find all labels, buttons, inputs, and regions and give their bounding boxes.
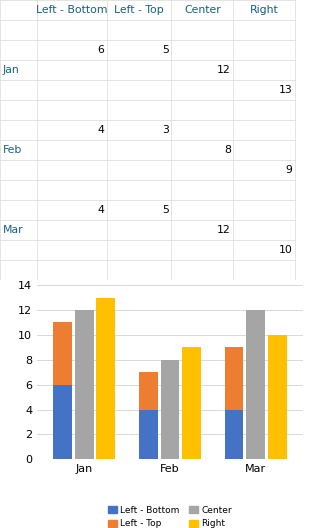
Bar — [53, 323, 72, 385]
Text: 5: 5 — [162, 205, 169, 215]
Text: 4: 4 — [97, 205, 104, 215]
Text: 8: 8 — [224, 145, 231, 155]
Bar — [53, 385, 72, 459]
Bar — [246, 310, 265, 459]
Bar — [225, 410, 243, 459]
Text: Feb: Feb — [2, 145, 22, 155]
Text: 9: 9 — [286, 165, 293, 175]
Text: Mar: Mar — [2, 225, 23, 235]
Text: Jan: Jan — [2, 65, 19, 75]
Text: 4: 4 — [97, 125, 104, 135]
Bar — [160, 360, 180, 459]
Text: 10: 10 — [279, 245, 293, 255]
Bar — [96, 298, 115, 459]
Legend: Left - Bottom, Left - Top, Center, Right: Left - Bottom, Left - Top, Center, Right — [104, 502, 236, 528]
Text: 12: 12 — [217, 225, 231, 235]
Text: 13: 13 — [279, 85, 293, 95]
Bar — [225, 347, 243, 410]
Text: Right: Right — [250, 5, 279, 15]
Text: 5: 5 — [162, 45, 169, 55]
Text: Left - Top: Left - Top — [114, 5, 164, 15]
Text: 12: 12 — [217, 65, 231, 75]
Text: Center: Center — [184, 5, 221, 15]
Bar — [268, 335, 287, 459]
Text: 6: 6 — [97, 45, 104, 55]
Bar — [139, 372, 158, 410]
Text: 3: 3 — [162, 125, 169, 135]
Bar — [139, 410, 158, 459]
Bar — [182, 347, 201, 459]
Text: Left - Bottom: Left - Bottom — [36, 5, 108, 15]
Bar — [75, 310, 94, 459]
